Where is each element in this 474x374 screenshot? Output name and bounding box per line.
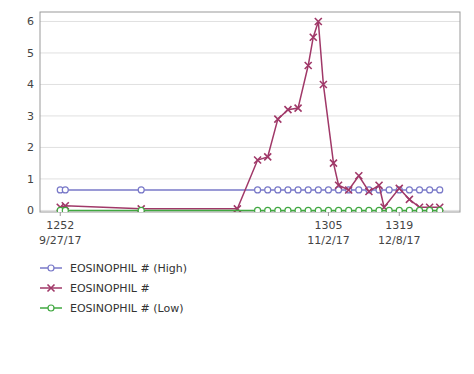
x-tick	[60, 212, 61, 216]
legend-label: EOSINOPHIL # (Low)	[70, 302, 183, 315]
point-marker	[265, 187, 271, 193]
point-marker	[376, 182, 383, 189]
x-tick-label: 1305	[314, 219, 342, 232]
point-marker	[138, 187, 144, 193]
point-marker	[285, 207, 291, 212]
axes: 0 1 2 3 4 5 6 1252 1305 1319	[27, 12, 460, 232]
point-marker	[335, 182, 342, 189]
point-marker	[386, 187, 392, 193]
point-marker	[255, 187, 261, 193]
y-tick-label: 6	[27, 15, 34, 28]
point-marker	[417, 187, 423, 193]
point-marker	[345, 186, 352, 193]
grid-line	[40, 52, 460, 53]
y-tick-label: 2	[27, 141, 34, 154]
point-marker	[376, 207, 382, 212]
point-marker	[437, 187, 443, 193]
point-marker	[406, 207, 412, 212]
x-tick-label: 1252	[46, 219, 74, 232]
point-marker	[138, 207, 144, 212]
legend-marker	[48, 305, 54, 311]
point-marker	[315, 207, 321, 212]
point-marker	[62, 207, 68, 212]
grid-line	[40, 84, 460, 85]
grid-line	[40, 21, 460, 22]
point-marker	[406, 187, 412, 193]
point-marker	[315, 18, 322, 25]
legend-label: EOSINOPHIL # (High)	[70, 262, 187, 275]
legend-label: EOSINOPHIL #	[70, 282, 150, 295]
point-marker	[295, 207, 301, 212]
point-marker	[365, 188, 372, 195]
point-marker	[396, 207, 402, 212]
plot-area	[57, 18, 444, 212]
legend-marker	[48, 285, 55, 292]
y-tick-label: 4	[27, 78, 34, 91]
chart: 0 1 2 3 4 5 6 1252 1305 1319 9/27/17 11/2/17 12/8/17…	[0, 0, 474, 374]
x-tick	[328, 212, 329, 216]
point-marker	[315, 187, 321, 193]
series	[57, 18, 444, 212]
series	[57, 207, 443, 212]
point-marker	[406, 196, 413, 203]
point-marker	[255, 207, 261, 212]
point-marker	[274, 116, 281, 123]
point-marker	[295, 105, 302, 112]
y-tick-label: 3	[27, 110, 34, 123]
series-line	[60, 21, 440, 208]
series-line	[60, 210, 440, 212]
point-marker	[310, 34, 317, 41]
annotation: 9/27/17	[39, 234, 81, 247]
point-marker	[325, 187, 331, 193]
point-marker	[62, 187, 68, 193]
y-tick-label: 1	[27, 173, 34, 186]
series-line	[60, 189, 440, 191]
point-marker	[396, 185, 403, 192]
y-tick-label: 0	[27, 204, 34, 217]
point-marker	[427, 187, 433, 193]
point-marker	[355, 172, 362, 179]
point-marker	[427, 207, 433, 212]
point-marker	[285, 187, 291, 193]
point-marker	[275, 187, 281, 193]
legend: EOSINOPHIL # (High) EOSINOPHIL # EOSINOPHI…	[40, 262, 187, 315]
plot-frame	[40, 12, 460, 212]
point-marker	[386, 207, 392, 212]
point-marker	[346, 187, 352, 193]
point-marker	[305, 207, 311, 212]
x-tick-label: 1319	[385, 219, 413, 232]
point-marker	[254, 157, 261, 164]
grid-line	[40, 147, 460, 148]
point-marker	[305, 187, 311, 193]
point-marker	[305, 62, 312, 69]
point-marker	[366, 207, 372, 212]
annotation: 12/8/17	[378, 234, 420, 247]
point-marker	[346, 207, 352, 212]
point-marker	[356, 207, 362, 212]
point-marker	[264, 153, 271, 160]
legend-marker	[48, 265, 54, 271]
series	[57, 187, 443, 193]
grid-line	[40, 115, 460, 116]
point-marker	[336, 207, 342, 212]
x-tick	[399, 212, 400, 216]
y-tick-label: 5	[27, 47, 34, 60]
point-marker	[325, 207, 331, 212]
point-marker	[295, 187, 301, 193]
point-marker	[275, 207, 281, 212]
annotation: 11/2/17	[307, 234, 349, 247]
point-marker	[284, 106, 291, 113]
point-marker	[330, 160, 337, 167]
point-marker	[417, 207, 423, 212]
point-marker	[320, 81, 327, 88]
point-marker	[356, 187, 362, 193]
point-marker	[265, 207, 271, 212]
point-marker	[437, 207, 443, 212]
